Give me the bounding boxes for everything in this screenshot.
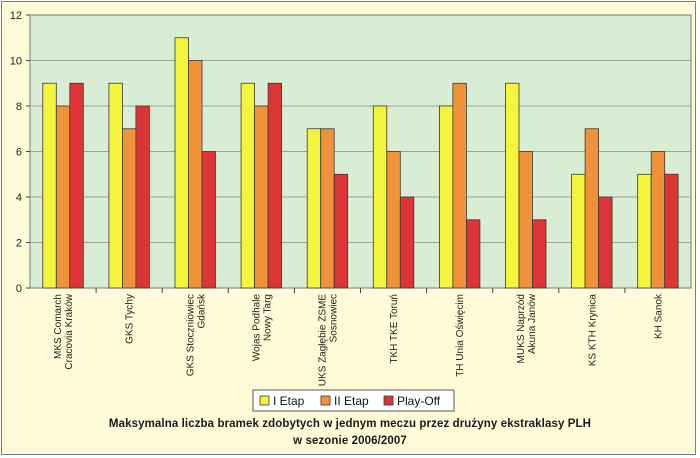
bar-ii-etap-8 [518, 151, 533, 289]
bar-i-etap-6 [372, 105, 388, 289]
bar-play-off-3 [201, 151, 216, 289]
bar-i-etap-4 [240, 82, 256, 289]
bar-ii-etap-1 [55, 105, 71, 289]
legend-swatch-2 [320, 395, 331, 406]
bar-play-off-5 [333, 173, 349, 289]
bar-play-off-2 [135, 105, 150, 289]
bar-ii-etap-9 [584, 128, 599, 289]
x-category-label-line: KH Sanok [653, 293, 664, 339]
x-category-label-line: Gdańsk [196, 293, 207, 328]
x-category-label-5: UKS Zagłębie ZSMESosnowiec [317, 294, 339, 387]
bar-play-off-4 [267, 82, 283, 289]
bar-i-etap-1 [42, 82, 57, 289]
x-category-label-line: GKS Tychy [125, 294, 136, 344]
x-category-label-line: Wojas Podhale [251, 294, 262, 362]
x-category-label-6: TKH TKE Toruń [389, 294, 400, 364]
bar-i-etap-9 [571, 173, 586, 289]
bar-play-off-1 [69, 82, 84, 289]
x-category-label-1: MKS ComarchCracovia Kraków [53, 293, 75, 369]
x-category-label-line: TH Unia Oświęcim [455, 294, 466, 377]
x-category-label-line: GKS Stoczniowiec [185, 294, 196, 376]
x-category-label-line: MKS Comarch [53, 294, 64, 359]
x-category-label-line: Akuna Janów [527, 293, 538, 354]
x-category-label-3: GKS StoczniowiecGdańsk [185, 293, 207, 376]
chart-title-line-1: Maksymalna liczba bramek zdobytych w jed… [108, 418, 592, 430]
bar-play-off-6 [399, 196, 415, 289]
x-category-label-4: Wojas PodhaleNowy Targ [251, 294, 273, 362]
x-category-label-9: KS KTH Krynica [587, 294, 598, 367]
x-category-label-line: MUKS Naprzód [516, 294, 527, 363]
y-tick-label-8: 8 [16, 101, 22, 113]
bar-i-etap-5 [306, 128, 322, 289]
bar-ii-etap-7 [452, 82, 467, 289]
legend-swatch-1 [259, 395, 270, 406]
y-tick-label-6: 6 [16, 147, 22, 159]
bar-play-off-8 [532, 219, 547, 289]
x-category-label-8: MUKS NaprzódAkuna Janów [516, 293, 538, 363]
bar-i-etap-2 [108, 82, 123, 289]
x-category-label-7: TH Unia Oświęcim [455, 294, 466, 377]
bar-play-off-9 [598, 196, 613, 289]
legend-label-3: Play-Off [397, 394, 441, 408]
bar-ii-etap-4 [254, 105, 269, 289]
x-category-label-line: Sosnowiec [328, 294, 339, 342]
x-category-label-line: Cracovia Kraków [64, 293, 75, 369]
legend-label-1: I Etap [273, 394, 305, 408]
bar-play-off-7 [465, 219, 481, 289]
x-category-label-2: GKS Tychy [125, 294, 136, 344]
bar-ii-etap-10 [650, 151, 666, 289]
legend-label-2: II Etap [334, 394, 369, 408]
x-category-label-line: Nowy Targ [262, 294, 273, 341]
y-tick-label-10: 10 [10, 56, 22, 68]
x-category-label-10: KH Sanok [653, 293, 664, 339]
bar-play-off-10 [664, 173, 679, 289]
y-tick-label-4: 4 [16, 192, 22, 204]
bar-ii-etap-3 [188, 60, 203, 289]
bar-i-etap-10 [637, 173, 652, 289]
x-category-label-line: KS KTH Krynica [587, 294, 598, 367]
bar-i-etap-3 [174, 37, 189, 289]
chart-title-line-2: w sezonie 2006/2007 [293, 435, 407, 447]
y-tick-label-0: 0 [16, 283, 22, 295]
y-tick-label-12: 12 [10, 10, 22, 22]
bar-ii-etap-5 [320, 128, 335, 289]
x-category-label-line: UKS Zagłębie ZSME [317, 294, 328, 387]
bar-ii-etap-2 [122, 128, 137, 289]
bar-ii-etap-6 [386, 151, 401, 289]
x-category-label-line: TKH TKE Toruń [389, 294, 400, 364]
bar-i-etap-7 [438, 105, 454, 289]
bar-i-etap-8 [505, 82, 520, 289]
legend-box [252, 389, 455, 412]
legend-swatch-3 [383, 395, 394, 406]
y-tick-label-2: 2 [16, 238, 22, 250]
